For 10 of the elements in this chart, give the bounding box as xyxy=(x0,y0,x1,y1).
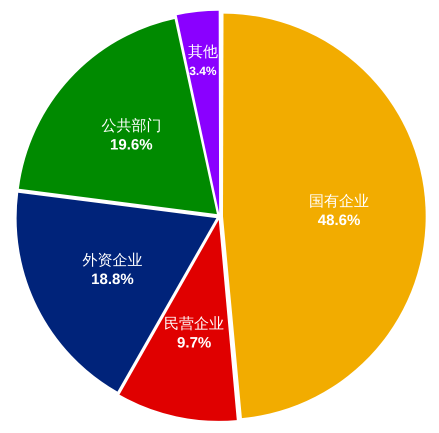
slice-label: 国有企业 xyxy=(309,192,370,210)
slice-label: 其他 xyxy=(188,42,218,61)
data-label: 9.7% xyxy=(177,334,212,352)
data-label: 18.8% xyxy=(91,271,134,288)
slice-label: 民营企业 xyxy=(164,314,224,332)
data-label: 48.6% xyxy=(318,212,360,230)
slice-label: 公共部门 xyxy=(101,116,162,134)
data-label: 19.6% xyxy=(110,136,153,154)
data-label: 3.4% xyxy=(189,64,217,78)
slice-label: 外资企业 xyxy=(82,250,142,269)
